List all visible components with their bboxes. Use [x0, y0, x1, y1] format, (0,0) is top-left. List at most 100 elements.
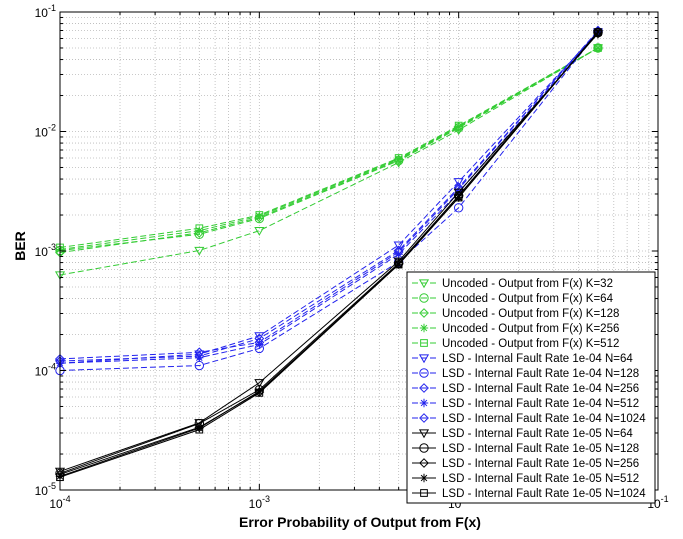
legend-label: LSD - Internal Fault Rate 1e-04 N=512 — [442, 398, 639, 410]
marker-triangle-down — [254, 227, 265, 236]
legend-entry: LSD - Internal Fault Rate 1e-04 N=128 — [412, 368, 639, 380]
legend-label: LSD - Internal Fault Rate 1e-05 N=512 — [442, 473, 639, 485]
legend-label: Uncoded - Output from F(x) K=64 — [442, 293, 614, 305]
legend-entry: LSD - Internal Fault Rate 1e-05 N=64 — [412, 428, 633, 440]
marker-square — [195, 425, 204, 434]
series-lines — [54, 25, 604, 482]
marker-square — [454, 121, 463, 130]
marker-square — [195, 224, 204, 233]
y-tick-label: 10-2 — [35, 123, 56, 140]
marker-star — [255, 387, 264, 396]
legend-entry: Uncoded - Output from F(x) K=64 — [412, 293, 614, 305]
marker-triangle-down — [254, 379, 265, 388]
series-line — [59, 30, 599, 360]
series-line — [59, 47, 599, 276]
legend-label: LSD - Internal Fault Rate 1e-04 N=1024 — [442, 413, 646, 425]
marker-circle — [453, 203, 464, 213]
marker-triangle-down — [194, 246, 205, 256]
y-axis-label: BER — [12, 231, 28, 261]
marker-star — [454, 122, 463, 131]
marker-square — [454, 193, 463, 202]
legend-label: LSD - Internal Fault Rate 1e-05 N=128 — [442, 443, 639, 455]
y-tick-label: 10-4 — [35, 362, 56, 379]
marker-diamond — [393, 154, 404, 165]
marker-triangle-down — [453, 178, 464, 187]
marker-star — [195, 423, 204, 433]
marker-square — [594, 28, 602, 36]
marker-square — [420, 339, 428, 347]
legend-entry: LSD - Internal Fault Rate 1e-05 N=256 — [412, 458, 639, 470]
legend-entry: Uncoded - Output from F(x) K=256 — [412, 323, 619, 335]
marker-diamond — [453, 184, 464, 194]
series-line — [59, 31, 599, 478]
y-tick-label: 10-1 — [35, 3, 56, 20]
y-tick-label: 10-5 — [35, 481, 56, 498]
marker-triangle-down — [418, 354, 430, 364]
legend: Uncoded - Output from F(x) K=32 Uncoded -… — [406, 271, 656, 504]
legend-entry: LSD - Internal Fault Rate 1e-05 N=512 — [412, 473, 639, 485]
marker-circle — [419, 368, 429, 378]
series-line — [59, 47, 599, 248]
marker-circle — [419, 443, 429, 453]
marker-diamond — [419, 458, 429, 468]
x-tick-label: 10-4 — [49, 494, 70, 511]
x-tick-label: 10-3 — [249, 494, 270, 511]
marker-diamond — [453, 122, 464, 132]
legend-label: LSD - Internal Fault Rate 1e-04 N=64 — [442, 353, 633, 365]
legend-entry: Uncoded - Output from F(x) K=32 — [412, 278, 613, 290]
marker-triangle-down — [418, 279, 430, 289]
marker-star — [255, 340, 264, 349]
marker-square — [255, 211, 264, 219]
x-axis-label: Error Probability of Output from F(x) — [239, 514, 481, 530]
legend-entry: LSD - Internal Fault Rate 1e-04 N=512 — [412, 398, 639, 410]
legend-entry: LSD - Internal Fault Rate 1e-05 N=1024 — [412, 488, 646, 500]
marker-diamond — [419, 308, 429, 318]
marker-star — [394, 154, 403, 164]
marker-square — [255, 388, 264, 397]
marker-triangle-down — [393, 241, 404, 251]
marker-star — [419, 323, 429, 333]
marker-diamond — [419, 383, 429, 393]
marker-star — [195, 353, 204, 362]
marker-star — [195, 226, 204, 235]
marker-diamond — [194, 347, 205, 358]
legend-label: Uncoded - Output from F(x) K=32 — [442, 278, 613, 290]
y-tick-label: 10-3 — [35, 242, 56, 259]
legend-box — [406, 271, 656, 504]
marker-star — [255, 211, 264, 221]
tick-labels: 10-410-310-210-110-510-410-310-210-1 — [35, 3, 669, 511]
legend-entry: Uncoded - Output from F(x) K=512 — [412, 338, 619, 350]
legend-label: Uncoded - Output from F(x) K=512 — [442, 338, 619, 350]
legend-entry: LSD - Internal Fault Rate 1e-05 N=128 — [412, 443, 639, 455]
marker-circle — [419, 293, 429, 303]
marker-diamond — [419, 413, 429, 423]
marker-square — [594, 44, 602, 52]
series-line — [59, 33, 599, 472]
marker-square — [394, 260, 403, 269]
marker-star — [419, 398, 429, 408]
series-line — [59, 31, 599, 371]
marker-star — [593, 27, 603, 37]
series-line — [59, 31, 599, 364]
grid-lines — [60, 12, 658, 490]
legend-label: Uncoded - Output from F(x) K=128 — [442, 308, 619, 320]
series-15 — [56, 28, 602, 482]
legend-entry: Uncoded - Output from F(x) K=128 — [412, 308, 619, 320]
series-line — [59, 47, 599, 254]
series-line — [59, 30, 599, 362]
legend-label: LSD - Internal Fault Rate 1e-04 N=128 — [442, 368, 639, 380]
legend-entry: LSD - Internal Fault Rate 1e-04 N=64 — [412, 353, 633, 365]
legend-label: LSD - Internal Fault Rate 1e-05 N=1024 — [442, 488, 646, 500]
marker-diamond — [254, 337, 265, 348]
marker-star — [419, 473, 429, 483]
legend-entry: LSD - Internal Fault Rate 1e-04 N=256 — [412, 383, 639, 395]
legend-label: LSD - Internal Fault Rate 1e-04 N=256 — [442, 383, 639, 395]
legend-label: LSD - Internal Fault Rate 1e-05 N=64 — [442, 428, 633, 440]
legend-entry: LSD - Internal Fault Rate 1e-04 N=1024 — [412, 413, 646, 425]
legend-label: LSD - Internal Fault Rate 1e-05 N=256 — [442, 458, 639, 470]
marker-star — [593, 43, 603, 53]
marker-diamond — [393, 247, 404, 257]
marker-square — [420, 489, 428, 497]
